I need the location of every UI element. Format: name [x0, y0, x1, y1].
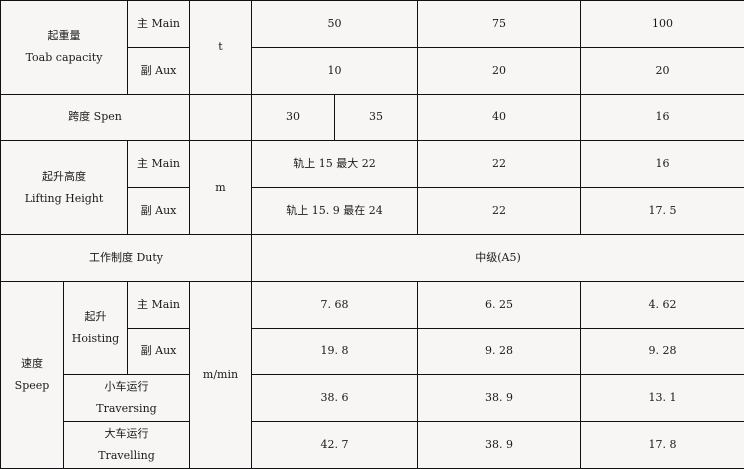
- table-row-duty: 工作制度 Duty 中级(A5): [1, 234, 744, 281]
- cell: 30: [252, 94, 335, 141]
- lifting-aux-label: 副 Aux: [128, 188, 190, 235]
- capacity-label: 起重量 Toab capacity: [1, 1, 128, 95]
- cell: 7. 68: [252, 281, 418, 328]
- speed-label: 速度 Speep: [1, 281, 64, 468]
- hoisting-label-cn: 起升: [64, 306, 127, 328]
- speed-label-cn: 速度: [1, 353, 63, 375]
- cell: 20: [418, 47, 581, 94]
- cell: 10: [252, 47, 418, 94]
- cell: 40: [418, 94, 581, 141]
- cell: 19. 8: [252, 328, 418, 375]
- capacity-unit: t: [190, 1, 252, 95]
- cell: 16: [581, 141, 744, 188]
- travelling-label-cn: 大车运行: [64, 423, 189, 445]
- travelling-label-en: Travelling: [64, 445, 189, 467]
- span-unit-empty: [190, 94, 252, 141]
- cell: 38. 9: [418, 422, 581, 469]
- lifting-unit: m: [190, 141, 252, 235]
- capacity-label-cn: 起重量: [1, 25, 127, 47]
- hoisting-label: 起升 Hoisting: [64, 281, 128, 375]
- cell: 20: [581, 47, 744, 94]
- hoisting-aux-label: 副 Aux: [128, 328, 190, 375]
- speed-unit: m/min: [190, 281, 252, 468]
- table-row-traversing: 小车运行 Traversing 38. 6 38. 9 13. 1: [1, 375, 744, 422]
- cell: 17. 5: [581, 188, 744, 235]
- traversing-label: 小车运行 Traversing: [64, 375, 190, 422]
- cell: 13. 1: [581, 375, 744, 422]
- cell: 4. 62: [581, 281, 744, 328]
- cell: 22: [418, 188, 581, 235]
- cell: 轨上 15. 9 最在 24: [252, 188, 418, 235]
- cell: 6. 25: [418, 281, 581, 328]
- table-row-capacity-main: 起重量 Toab capacity 主 Main t 50 75 100: [1, 1, 744, 48]
- cell: 轨上 15 最大 22: [252, 141, 418, 188]
- hoisting-label-en: Hoisting: [64, 328, 127, 350]
- capacity-label-en: Toab capacity: [1, 47, 127, 69]
- table-row-lifting-main: 起升高度 Lifting Height 主 Main m 轨上 15 最大 22…: [1, 141, 744, 188]
- duty-value: 中级(A5): [252, 234, 744, 281]
- cell: 50: [252, 1, 418, 48]
- span-label: 跨度 Spen: [1, 94, 190, 141]
- cell: 38. 9: [418, 375, 581, 422]
- cell: 75: [418, 1, 581, 48]
- travelling-label: 大车运行 Travelling: [64, 422, 190, 469]
- cell: 42. 7: [252, 422, 418, 469]
- table-row-travelling: 大车运行 Travelling 42. 7 38. 9 17. 8: [1, 422, 744, 469]
- hoisting-main-label: 主 Main: [128, 281, 190, 328]
- cell: 17. 8: [581, 422, 744, 469]
- capacity-main-label: 主 Main: [128, 1, 190, 48]
- cell: 100: [581, 1, 744, 48]
- traversing-label-en: Traversing: [64, 398, 189, 420]
- table-row-hoisting-main: 速度 Speep 起升 Hoisting 主 Main m/min 7. 68 …: [1, 281, 744, 328]
- cell: 22: [418, 141, 581, 188]
- cell: 35: [335, 94, 418, 141]
- lifting-main-label: 主 Main: [128, 141, 190, 188]
- lifting-label-en: Lifting Height: [1, 188, 127, 210]
- cell: 9. 28: [581, 328, 744, 375]
- capacity-aux-label: 副 Aux: [128, 47, 190, 94]
- cell: 38. 6: [252, 375, 418, 422]
- lifting-height-label: 起升高度 Lifting Height: [1, 141, 128, 235]
- lifting-label-cn: 起升高度: [1, 166, 127, 188]
- duty-label: 工作制度 Duty: [1, 234, 252, 281]
- traversing-label-cn: 小车运行: [64, 376, 189, 398]
- cell: 16: [581, 94, 744, 141]
- table-row-span: 跨度 Spen 30 35 40 16: [1, 94, 744, 141]
- speed-label-en: Speep: [1, 375, 63, 397]
- cell: 9. 28: [418, 328, 581, 375]
